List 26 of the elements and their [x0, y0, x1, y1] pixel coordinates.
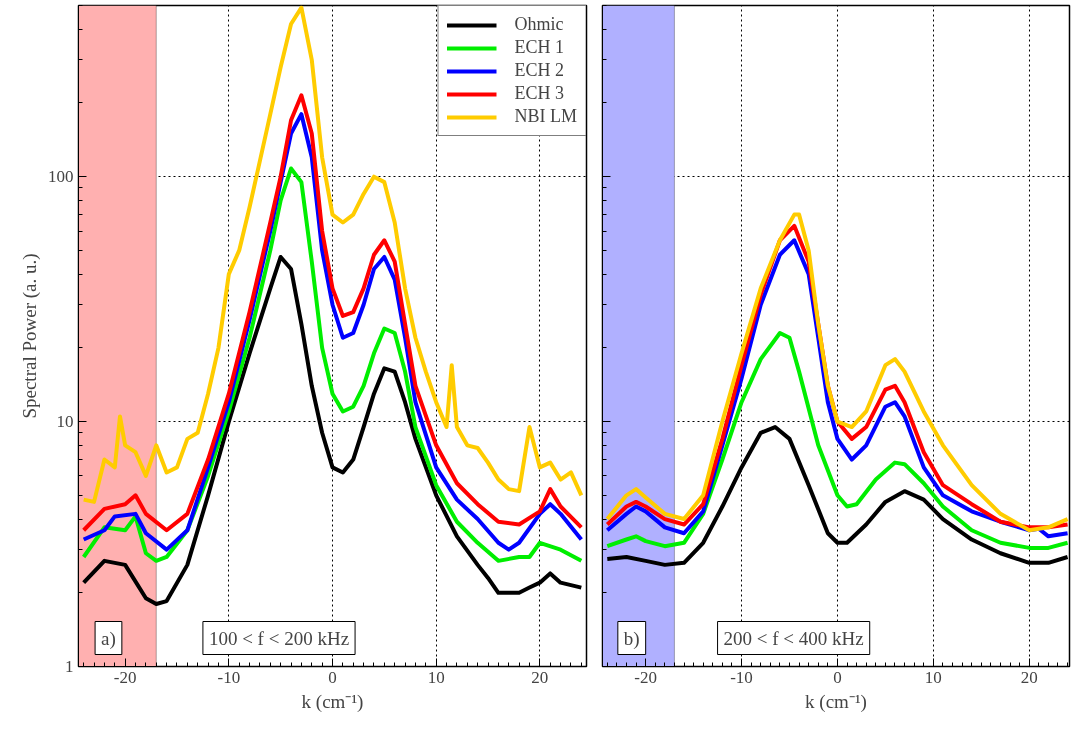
x-tick-label: -20: [113, 667, 137, 687]
x-tick-label: -10: [730, 667, 753, 687]
x-axis-title: k (cm⁻¹): [301, 690, 364, 713]
x-tick-label: -10: [217, 667, 241, 687]
y-tick-label: 10: [56, 412, 74, 432]
annotation: 200 < f < 400 kHz: [723, 627, 864, 649]
legend-label: NBI LM: [514, 106, 577, 127]
annotation: 100 < f < 200 kHz: [208, 627, 350, 649]
legend-label: ECH 3: [514, 83, 564, 104]
x-tick-label: -20: [634, 667, 657, 687]
legend-label: ECH 1: [514, 37, 564, 58]
x-axis-title: k (cm⁻¹): [805, 690, 867, 713]
x-tick-label: 20: [531, 667, 549, 687]
x-tick-label: 10: [427, 667, 445, 687]
x-tick-label: 0: [328, 667, 337, 687]
legend-label: ECH 2: [514, 60, 564, 81]
y-tick-label: 100: [48, 167, 74, 187]
annotation: a): [101, 627, 116, 650]
x-tick-label: 20: [1020, 667, 1038, 687]
x-tick-label: 10: [924, 667, 942, 687]
annotation: b): [623, 627, 640, 650]
y-tick-label: 1: [65, 657, 74, 676]
line-series: [81, 5, 584, 504]
legend-label: Ohmic: [514, 14, 564, 35]
y-axis-title: Spectral Power (a. u.): [19, 253, 41, 419]
x-tick-label: 0: [833, 667, 842, 687]
